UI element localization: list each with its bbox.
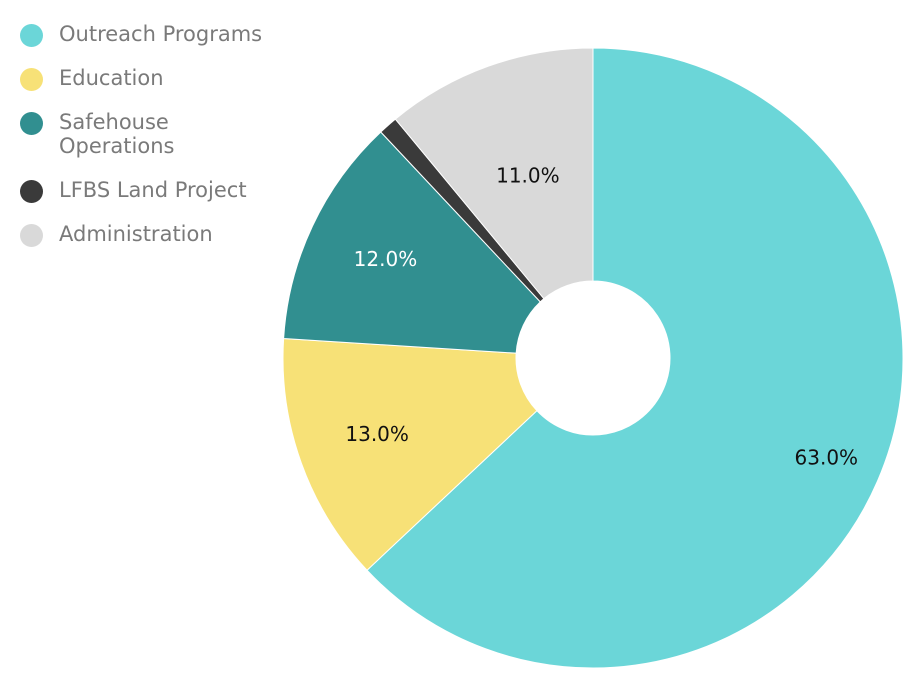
- legend-item-administration[interactable]: Administration: [20, 222, 270, 247]
- legend-label-administration: Administration: [59, 222, 213, 246]
- legend-item-education[interactable]: Education: [20, 66, 270, 91]
- legend-swatch-education: [20, 68, 43, 91]
- legend-label-safehouse-operations: Safehouse Operations: [59, 110, 175, 158]
- slice-administration[interactable]: [394, 47, 594, 300]
- slice-outreach-programs[interactable]: [366, 47, 904, 669]
- legend-swatch-administration: [20, 224, 43, 247]
- slice-label-outreach-programs: 63.0%: [795, 445, 859, 469]
- legend-swatch-lfbs-land-project: [20, 180, 43, 203]
- legend-item-outreach-programs[interactable]: Outreach Programs: [20, 22, 270, 47]
- slice-label-education: 13.0%: [345, 422, 409, 446]
- legend-label-education: Education: [59, 66, 164, 90]
- slice-safehouse-operations[interactable]: [283, 131, 541, 354]
- chart-legend: Outreach Programs Education Safehouse Op…: [20, 22, 270, 266]
- legend-item-safehouse-operations[interactable]: Safehouse Operations: [20, 110, 270, 158]
- slice-label-safehouse-operations: 12.0%: [354, 247, 418, 271]
- slice-label-administration: 11.0%: [496, 164, 560, 188]
- legend-swatch-safehouse-operations: [20, 112, 43, 135]
- legend-item-lfbs-land-project[interactable]: LFBS Land Project: [20, 178, 270, 203]
- legend-label-lfbs-land-project: LFBS Land Project: [59, 178, 247, 202]
- legend-swatch-outreach-programs: [20, 24, 43, 47]
- legend-label-outreach-programs: Outreach Programs: [59, 22, 263, 46]
- slice-education[interactable]: [282, 338, 538, 571]
